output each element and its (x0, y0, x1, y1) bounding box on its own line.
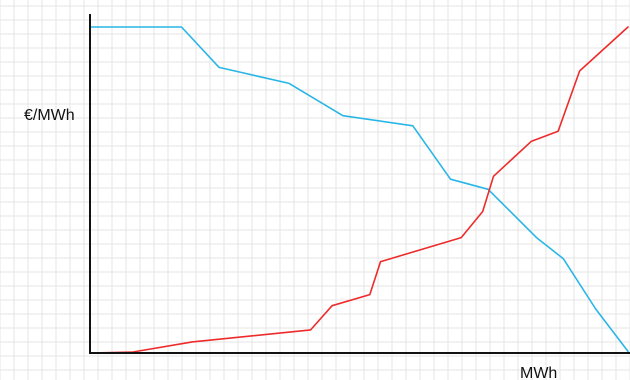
x-axis-label: MWh (520, 365, 557, 380)
series-line-red (89, 26, 629, 354)
series-line-cyan (89, 26, 629, 353)
y-axis-label: €/MWh (24, 107, 75, 124)
series-layer (89, 26, 629, 354)
